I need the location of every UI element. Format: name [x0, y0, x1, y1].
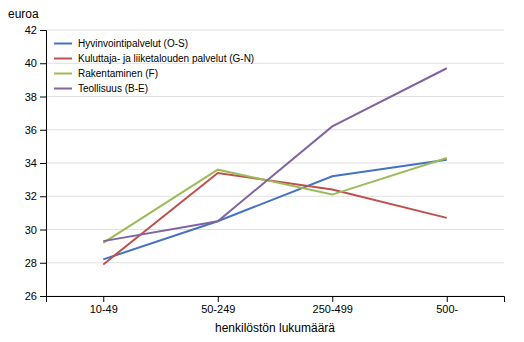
legend-swatch: [54, 43, 72, 45]
y-tick: 28: [25, 257, 46, 269]
x-tick-label: 500-: [436, 303, 458, 315]
legend-swatch: [54, 73, 72, 75]
x-tick-label: 10-49: [90, 303, 118, 315]
y-tick: 26: [25, 290, 46, 302]
y-tick-mark: [40, 63, 46, 64]
y-tick-mark: [40, 30, 46, 31]
grid-line: [46, 196, 504, 197]
y-axis-line: [40, 31, 47, 297]
y-tick-label: 28: [25, 257, 37, 269]
y-tick-mark: [40, 263, 46, 264]
x-tick-label: 50-249: [201, 303, 235, 315]
x-axis: 10-49 50-249 250-499 500-: [47, 296, 505, 315]
y-tick: 34: [25, 157, 46, 169]
series-line: [103, 158, 447, 243]
y-tick-mark: [40, 130, 46, 131]
grid-line: [46, 30, 504, 31]
x-tick-mark: [218, 296, 219, 302]
chart-container: 26 28 30 32 34 36 38 40 42 10-49 50-249 250-499 500-…: [0, 0, 524, 342]
legend-item: Teollisuus (B-E): [54, 83, 148, 94]
plot-area: 26 28 30 32 34 36 38 40 42 10-49 50-249 250-499 500-…: [25, 24, 505, 315]
legend-label: Kuluttaja- ja liiketalouden palvelut (G-…: [78, 53, 254, 64]
y-tick-mark: [40, 296, 46, 297]
y-tick-label: 42: [25, 24, 37, 36]
x-tick-label: 250-499: [313, 303, 353, 315]
x-tick-mark: [332, 296, 333, 302]
x-axis-title: henkilöstön lukumäärä: [215, 321, 335, 335]
legend-swatch: [54, 58, 72, 60]
grid-line: [46, 229, 504, 230]
y-tick-mark: [40, 163, 46, 164]
y-axis: 26 28 30 32 34 36 38 40 42: [25, 24, 47, 302]
x-tick: 250-499: [313, 296, 353, 315]
y-tick-label: 26: [25, 290, 37, 302]
grid: [46, 30, 504, 296]
legend-item: Kuluttaja- ja liiketalouden palvelut (G-…: [54, 53, 254, 64]
legend-item: Hyvinvointipalvelut (O-S): [54, 38, 188, 49]
y-tick-mark: [40, 230, 46, 231]
x-tick-mark: [103, 296, 104, 302]
x-tick-mark: [447, 296, 448, 302]
x-tick: 500-: [436, 296, 458, 315]
x-tick: 10-49: [90, 296, 118, 315]
y-tick: 30: [25, 224, 46, 236]
grid-line: [46, 96, 504, 97]
grid-line: [46, 262, 504, 263]
y-tick-label: 30: [25, 224, 37, 236]
legend-swatch: [54, 88, 72, 90]
grid-line: [46, 129, 504, 130]
x-axis-line: [47, 297, 505, 303]
y-tick-label: 34: [25, 157, 37, 169]
y-tick-mark: [40, 196, 46, 197]
y-tick: 42: [25, 24, 46, 36]
y-tick-label: 40: [25, 57, 37, 69]
series-line: [103, 68, 447, 241]
chart-svg: 26 28 30 32 34 36 38 40 42 10-49 50-249 250-499 500-…: [0, 0, 524, 342]
legend-item: Rakentaminen (F): [54, 68, 158, 79]
y-tick: 32: [25, 190, 46, 202]
y-tick-label: 32: [25, 190, 37, 202]
legend-label: Teollisuus (B-E): [78, 83, 148, 94]
series-line: [103, 173, 447, 264]
y-axis-title: euroa: [8, 7, 39, 21]
x-tick: 50-249: [201, 296, 235, 315]
y-tick: 40: [25, 57, 46, 69]
lines: [103, 68, 447, 264]
y-tick-label: 36: [25, 124, 37, 136]
y-tick: 38: [25, 91, 46, 103]
y-tick-label: 38: [25, 91, 37, 103]
y-tick: 36: [25, 124, 46, 136]
legend-label: Rakentaminen (F): [78, 68, 158, 79]
y-tick-mark: [40, 97, 46, 98]
legend-label: Hyvinvointipalvelut (O-S): [78, 38, 188, 49]
legend: Hyvinvointipalvelut (O-S) Kuluttaja- ja l…: [54, 38, 254, 94]
